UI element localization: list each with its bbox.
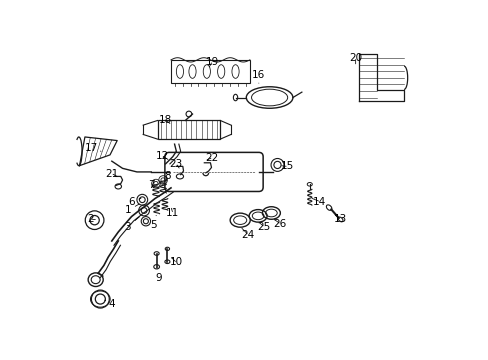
Text: 12: 12 <box>155 150 168 161</box>
Text: 11: 11 <box>166 208 179 218</box>
Text: 14: 14 <box>311 197 326 207</box>
Text: 26: 26 <box>273 219 286 229</box>
Text: 4: 4 <box>104 299 115 309</box>
Text: 5: 5 <box>149 215 156 230</box>
Text: 2: 2 <box>87 215 95 224</box>
Text: 10: 10 <box>169 257 183 267</box>
Text: 23: 23 <box>169 159 183 169</box>
Text: 8: 8 <box>164 171 170 181</box>
Text: 22: 22 <box>205 153 219 163</box>
Bar <box>171 60 249 83</box>
Text: 6: 6 <box>128 197 141 207</box>
Text: 17: 17 <box>84 143 101 153</box>
Text: 24: 24 <box>241 228 254 239</box>
Text: 25: 25 <box>257 222 270 231</box>
Text: 3: 3 <box>124 217 139 231</box>
Text: 15: 15 <box>280 161 294 171</box>
Text: 19: 19 <box>205 57 219 67</box>
Text: 16: 16 <box>252 70 265 83</box>
Text: 1: 1 <box>124 204 139 216</box>
Text: 20: 20 <box>348 53 362 64</box>
Text: 21: 21 <box>105 168 118 179</box>
Text: 7: 7 <box>148 180 154 190</box>
Text: 9: 9 <box>155 267 162 283</box>
Bar <box>157 121 220 139</box>
Text: 18: 18 <box>159 115 172 125</box>
Text: 13: 13 <box>333 215 346 224</box>
